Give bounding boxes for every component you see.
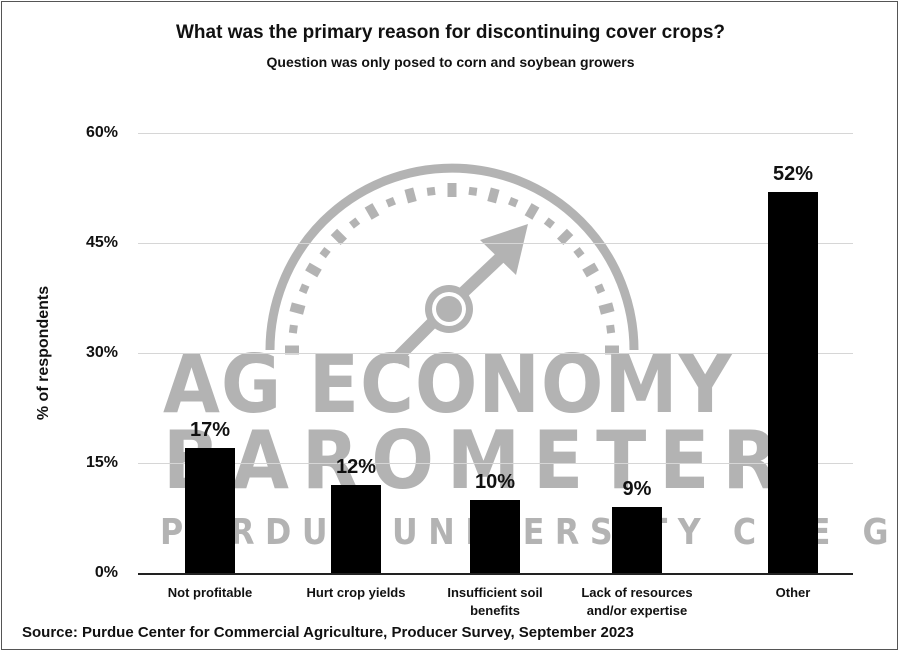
bar-lack-of-resources [612,507,662,573]
x-axis-line [138,573,853,575]
x-tick-label: Lack of resources and/or expertise [581,585,693,618]
data-label: 9% [622,478,652,500]
y-tick-45: 45% [85,234,118,251]
y-tick-60: 60% [85,124,118,141]
x-tick-label: Insufficient soil benefits [447,585,543,618]
x-tick-label: Hurt crop yields [306,585,406,600]
gridline-45 [138,243,853,244]
chart-subtitle: Question was only posed to corn and soyb… [266,54,635,70]
bar-other [768,191,818,573]
gridline-30 [138,353,853,354]
data-label: 12% [335,456,377,478]
gridline-60 [138,133,853,134]
y-tick-15: 15% [85,454,118,471]
x-tick-label: Not profitable [167,585,253,600]
y-axis-label: % of respondents [35,285,52,421]
bar-hurt-crop-yields [331,485,381,573]
data-label: 52% [772,162,814,185]
bar-insufficient-soil [470,499,520,573]
data-label: 10% [474,470,516,493]
y-tick-0: 0% [94,564,118,581]
gridline-15 [138,463,853,464]
y-tick-30: 30% [85,344,118,361]
data-label: 17% [189,419,231,442]
source-note: Source: Purdue Center for Commercial Agr… [22,624,634,641]
bar-not-profitable [185,448,235,573]
x-tick-label: Other [775,585,811,600]
chart-title: What was the primary reason for disconti… [176,22,725,43]
